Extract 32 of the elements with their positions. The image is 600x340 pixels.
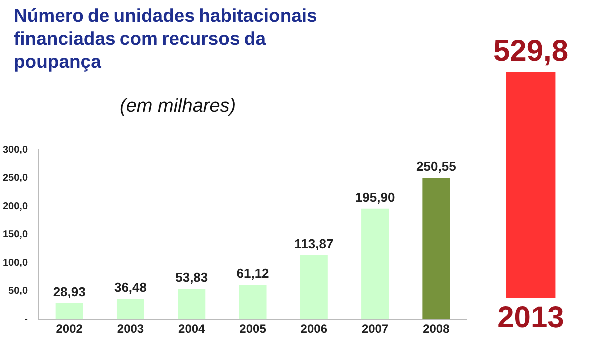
bar (56, 303, 84, 320)
chart-title: Número de unidades habitacionais financiadas com recursos da poupança (14, 4, 318, 73)
bar (239, 285, 267, 320)
y-tick-label: 100,0 (2, 258, 28, 269)
y-tick-label: 200,0 (2, 201, 28, 212)
data-label: 53,83 (176, 270, 208, 286)
data-label: 250,55 (416, 159, 456, 174)
x-tick-label: 2005 (240, 322, 267, 336)
x-tick-label: 2003 (117, 322, 144, 336)
y-tick-label: 300,0 (2, 144, 28, 156)
x-tick-label: 2002 (56, 322, 84, 336)
x-tick-label: 2013 (498, 301, 564, 334)
data-label: 113,87 (294, 236, 334, 252)
x-tick-label: 2006 (300, 322, 328, 336)
y-tick-label: 50,0 (8, 286, 28, 298)
data-label: 195,90 (355, 190, 396, 205)
data-label: 28,93 (53, 284, 86, 300)
bar (362, 208, 390, 320)
y-tick-label: 150,0 (2, 230, 28, 241)
bar (300, 255, 328, 320)
y-tick-label: - (24, 314, 28, 326)
bar (116, 298, 144, 320)
data-label: 61,12 (236, 266, 270, 282)
chart-subtitle: (em milhares) (120, 96, 236, 118)
data-label: 36,48 (114, 280, 148, 296)
x-tick-label: 2008 (423, 322, 450, 336)
x-tick-label: 2004 (178, 322, 206, 336)
bar (422, 178, 450, 320)
data-label: 529,8 (493, 35, 569, 68)
y-tick-label: 250,0 (2, 173, 28, 184)
bar (178, 289, 206, 320)
x-tick-label: 2007 (362, 322, 389, 336)
